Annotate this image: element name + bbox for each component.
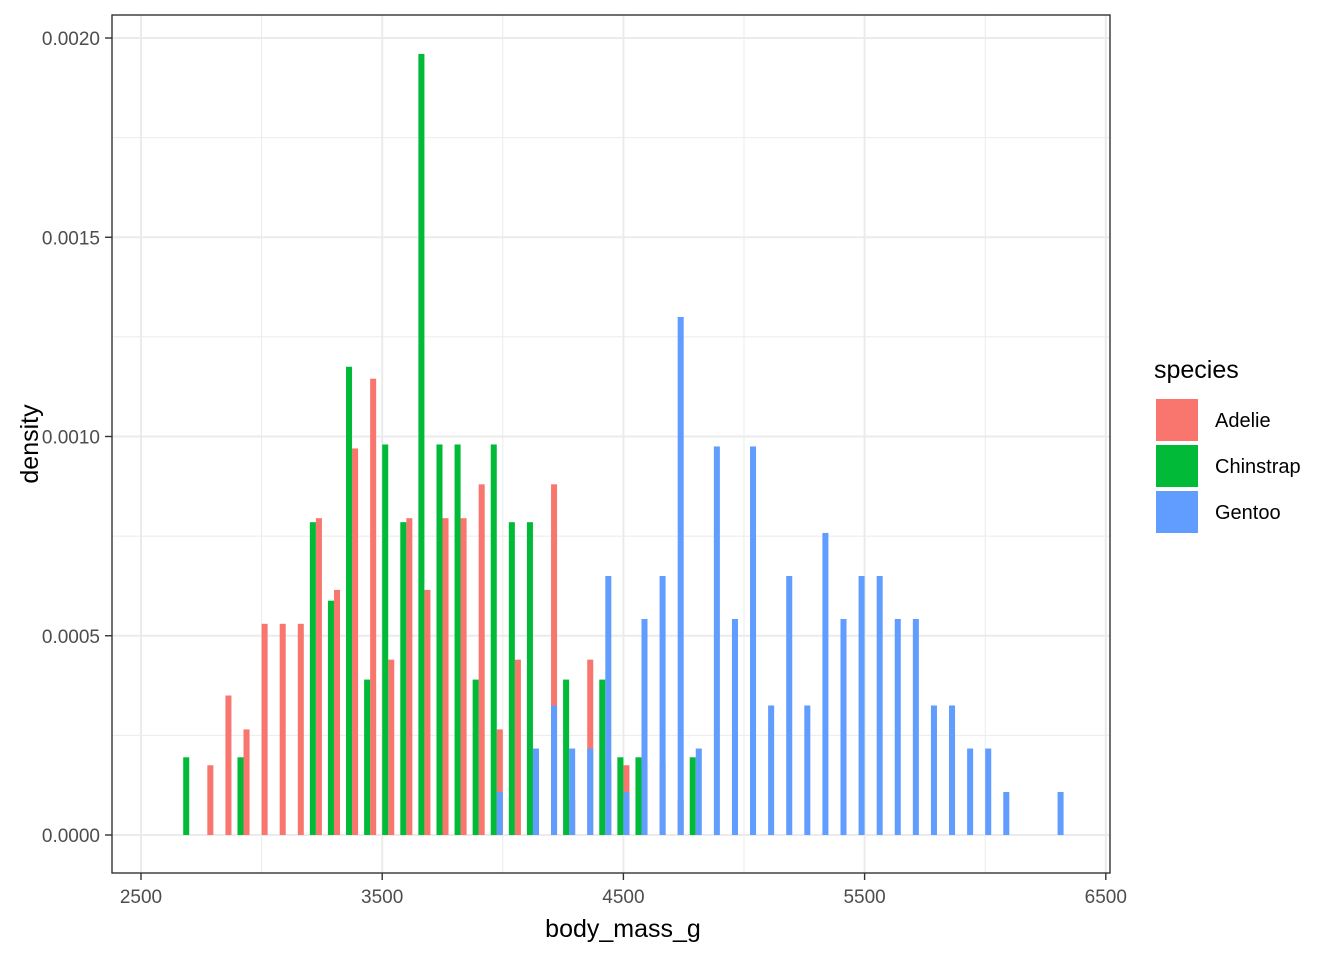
- bar-chinstrap: [635, 757, 642, 835]
- bars: [183, 53, 1064, 835]
- bar-gentoo: [985, 748, 992, 835]
- x-tick-label: 5500: [843, 887, 885, 908]
- x-axis: 2500 3500 4500 5500 6500: [120, 873, 1127, 908]
- bar-chinstrap: [599, 679, 606, 835]
- bar-gentoo: [587, 748, 594, 835]
- x-tick-label: 6500: [1085, 887, 1127, 908]
- bar-gentoo: [949, 705, 956, 835]
- bar-adelie: [388, 659, 395, 835]
- bar-chinstrap: [689, 757, 696, 835]
- legend-key-adelie: [1156, 399, 1198, 441]
- bar-adelie: [514, 659, 521, 835]
- bar-gentoo: [1057, 791, 1064, 835]
- x-tick-label: 2500: [120, 887, 162, 908]
- bar-gentoo: [623, 791, 630, 835]
- bar-chinstrap: [508, 522, 515, 835]
- bar-adelie: [207, 765, 214, 835]
- bar-adelie: [496, 729, 503, 835]
- bar-chinstrap: [472, 679, 479, 835]
- bar-chinstrap: [346, 366, 353, 835]
- bar-adelie: [587, 659, 594, 835]
- y-axis: 0.0000 0.0005 0.0010 0.0015 0.0020: [42, 29, 112, 847]
- bar-chinstrap: [327, 600, 334, 835]
- bar-gentoo: [967, 748, 974, 835]
- bar-chinstrap: [436, 444, 443, 835]
- bar-chinstrap: [617, 757, 624, 835]
- y-tick-label: 0.0005: [42, 627, 100, 648]
- x-axis-title: body_mass_g: [545, 915, 701, 943]
- bar-adelie: [424, 589, 431, 835]
- legend-key-chinstrap: [1156, 445, 1198, 487]
- y-tick-label: 0.0020: [42, 29, 100, 50]
- legend-label-adelie: Adelie: [1215, 410, 1271, 432]
- bar-gentoo: [768, 705, 775, 835]
- bar-chinstrap: [563, 679, 570, 835]
- bar-chinstrap: [382, 444, 389, 835]
- plot-panel-border: [111, 14, 1111, 874]
- bar-adelie: [279, 623, 286, 835]
- bar-gentoo: [858, 575, 865, 835]
- bar-gentoo: [876, 575, 883, 835]
- bar-gentoo: [786, 575, 793, 835]
- bar-chinstrap: [364, 679, 371, 835]
- bar-gentoo: [912, 619, 919, 835]
- y-axis-title: density: [16, 404, 44, 484]
- bar-chinstrap: [309, 522, 316, 835]
- bar-chinstrap: [183, 757, 190, 835]
- bar-adelie: [460, 518, 467, 835]
- bar-adelie: [352, 448, 359, 835]
- bar-adelie: [406, 518, 413, 835]
- bar-adelie: [551, 484, 558, 835]
- bar-gentoo: [532, 748, 539, 835]
- bar-adelie: [225, 695, 232, 835]
- bar-gentoo: [551, 705, 558, 835]
- bar-gentoo: [569, 748, 576, 835]
- bar-gentoo: [605, 575, 612, 835]
- bar-gentoo: [731, 619, 738, 835]
- x-tick-label: 3500: [361, 887, 403, 908]
- bar-gentoo: [1003, 791, 1010, 835]
- bar-gentoo: [930, 705, 937, 835]
- bar-gentoo: [750, 446, 757, 835]
- x-tick-label: 4500: [602, 887, 644, 908]
- bar-gentoo: [659, 575, 666, 835]
- legend-label-gentoo: Gentoo: [1215, 502, 1281, 524]
- legend-title: species: [1154, 356, 1239, 384]
- bar-adelie: [442, 518, 449, 835]
- bar-chinstrap: [490, 444, 497, 835]
- legend-key-gentoo: [1156, 491, 1198, 533]
- bar-adelie: [297, 623, 304, 835]
- bar-gentoo: [894, 619, 901, 835]
- legend: species Adelie Chinstrap Gentoo: [1154, 356, 1301, 533]
- y-tick-label: 0.0015: [42, 228, 100, 249]
- bar-gentoo: [804, 705, 811, 835]
- bar-adelie: [315, 518, 322, 835]
- bar-chinstrap: [526, 522, 533, 835]
- y-tick-label: 0.0000: [42, 826, 100, 847]
- bar-chinstrap: [237, 757, 244, 835]
- bar-adelie: [370, 378, 377, 835]
- bar-gentoo: [713, 446, 720, 835]
- bar-gentoo: [641, 619, 648, 835]
- bar-gentoo: [496, 791, 503, 835]
- bar-gentoo: [677, 316, 684, 835]
- bar-gentoo: [840, 619, 847, 835]
- bar-chinstrap: [418, 53, 425, 835]
- bar-gentoo: [695, 748, 702, 835]
- bar-adelie: [261, 623, 268, 835]
- bar-adelie: [333, 589, 340, 835]
- bar-gentoo: [822, 532, 829, 835]
- bar-adelie: [243, 729, 250, 835]
- bar-chinstrap: [454, 444, 461, 835]
- y-tick-label: 0.0010: [42, 428, 100, 449]
- bar-adelie: [478, 484, 485, 835]
- bar-chinstrap: [400, 522, 407, 835]
- legend-label-chinstrap: Chinstrap: [1215, 456, 1301, 478]
